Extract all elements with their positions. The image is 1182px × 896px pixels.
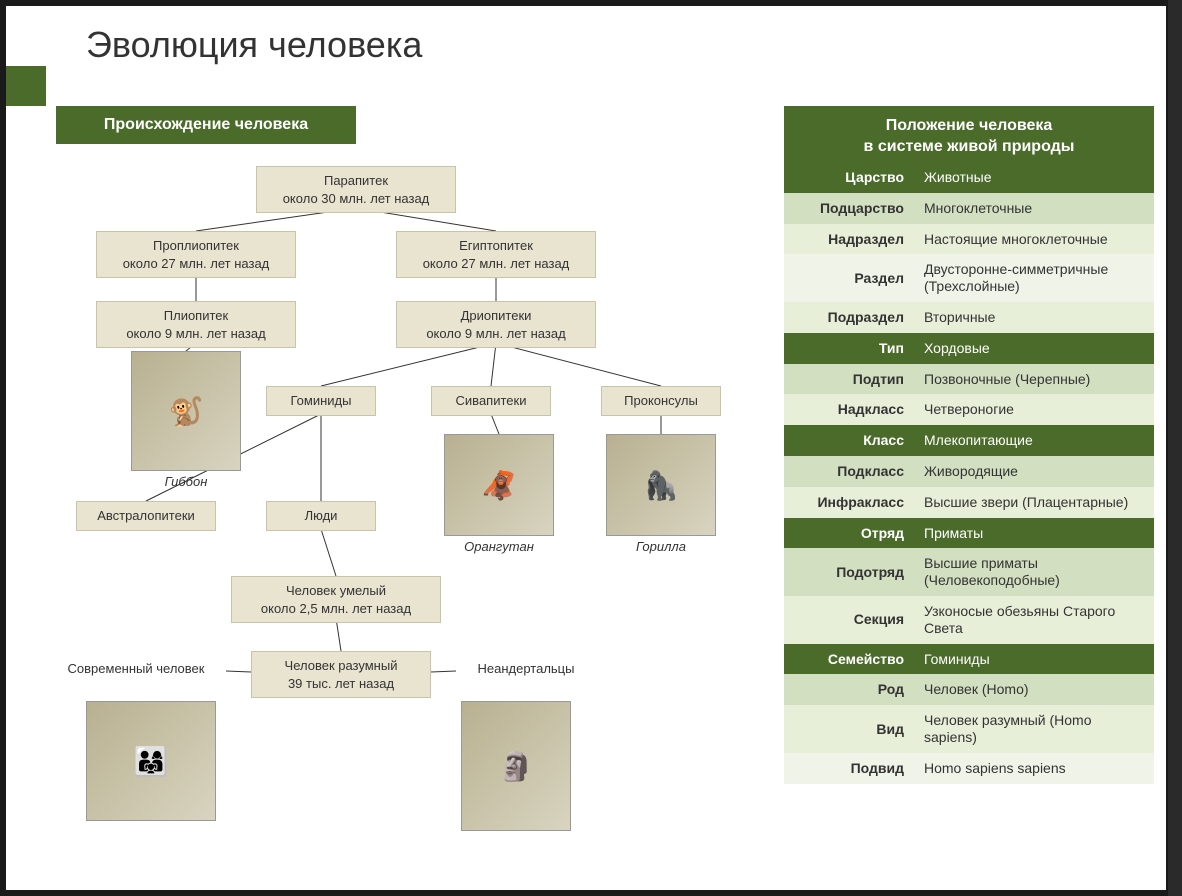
section-header-taxonomy: Положение человекав системе живой природ…: [784, 106, 1154, 168]
tree-node-hominid: Гоминиды: [266, 386, 376, 416]
table-row: ПодтипПозвоночные (Черепные): [784, 364, 1154, 395]
tree-node-egipto: Египтопитекоколо 27 млн. лет назад: [396, 231, 596, 278]
evolution-tree: Парапитекоколо 30 млн. лет назад Проплиоп…: [36, 156, 766, 876]
accent-square: [6, 66, 46, 106]
taxonomy-value: Homo sapiens sapiens: [914, 753, 1154, 784]
tree-image-gorilla: 🦍: [606, 434, 716, 536]
table-row: ВидЧеловек разумный (Homo sapiens): [784, 705, 1154, 753]
taxonomy-value: Позвоночные (Черепные): [914, 364, 1154, 395]
tree-node-habilis: Человек умелыйоколо 2,5 млн. лет назад: [231, 576, 441, 623]
taxonomy-rank: Надраздел: [784, 224, 914, 255]
taxonomy-value: Высшие приматы (Человекоподобные): [914, 548, 1154, 596]
table-row: СекцияУзконосые обезьяны Старого Света: [784, 596, 1154, 644]
table-row: КлассМлекопитающие: [784, 425, 1154, 456]
taxonomy-value: Приматы: [914, 518, 1154, 549]
table-row: ПодразделВторичные: [784, 302, 1154, 333]
tree-node-prokon: Проконсулы: [601, 386, 721, 416]
taxonomy-table: ЦарствоЖивотныеПодцарствоМногоклеточныеН…: [784, 162, 1154, 784]
page-title: Эволюция человека: [86, 24, 422, 66]
slide: Эволюция человека Происхождение человека…: [6, 6, 1166, 890]
table-row: РазделДвусторонне-симметричные (Трехслой…: [784, 254, 1154, 302]
taxonomy-rank: Подтип: [784, 364, 914, 395]
taxonomy-rank: Семейство: [784, 644, 914, 675]
taxonomy-value: Животные: [914, 162, 1154, 193]
taxonomy-value: Узконосые обезьяны Старого Света: [914, 596, 1154, 644]
tree-node-parapitek: Парапитекоколо 30 млн. лет назад: [256, 166, 456, 213]
taxonomy-value: Гоминиды: [914, 644, 1154, 675]
taxonomy-value: Настоящие многоклеточные: [914, 224, 1154, 255]
table-row: ТипХордовые: [784, 333, 1154, 364]
tree-node-siva: Сивапитеки: [431, 386, 551, 416]
taxonomy-value: Двусторонне-симметричные (Трехслойные): [914, 254, 1154, 302]
taxonomy-rank: Класс: [784, 425, 914, 456]
taxonomy-value: Человек разумный (Homo sapiens): [914, 705, 1154, 753]
tree-image-orang: 🦧: [444, 434, 554, 536]
tree-node-drio: Дриопитекиоколо 9 млн. лет назад: [396, 301, 596, 348]
tree-caption-gorilla: Горилла: [606, 539, 716, 554]
table-row: РодЧеловек (Homo): [784, 674, 1154, 705]
taxonomy-rank: Вид: [784, 705, 914, 753]
tree-node-neand: Неандертальцы: [456, 661, 596, 676]
tree-image-family: 👨‍👩‍👧: [86, 701, 216, 821]
tree-caption-gibbon: Гиббон: [131, 474, 241, 489]
tree-node-austral: Австралопитеки: [76, 501, 216, 531]
taxonomy-value: Высшие звери (Плацентарные): [914, 487, 1154, 518]
scrollbar-track[interactable]: [1168, 0, 1182, 896]
taxonomy-rank: Подвид: [784, 753, 914, 784]
table-row: НадразделНастоящие многоклеточные: [784, 224, 1154, 255]
tree-image-bust: 🗿: [461, 701, 571, 831]
taxonomy-rank: Тип: [784, 333, 914, 364]
tree-image-gibbon: 🐒: [131, 351, 241, 471]
taxonomy-rank: Надкласс: [784, 394, 914, 425]
taxonomy-value: Живородящие: [914, 456, 1154, 487]
taxonomy-rank: Отряд: [784, 518, 914, 549]
taxonomy-rank: Подкласс: [784, 456, 914, 487]
table-row: ЦарствоЖивотные: [784, 162, 1154, 193]
taxonomy-rank: Секция: [784, 596, 914, 644]
taxonomy-value: Вторичные: [914, 302, 1154, 333]
taxonomy-rank: Раздел: [784, 254, 914, 302]
taxonomy-rank: Подцарство: [784, 193, 914, 224]
taxonomy-rank: Подотряд: [784, 548, 914, 596]
taxonomy-value: Многоклеточные: [914, 193, 1154, 224]
taxonomy-value: Млекопитающие: [914, 425, 1154, 456]
tree-node-plio: Плиопитекоколо 9 млн. лет назад: [96, 301, 296, 348]
table-row: ПодцарствоМногоклеточные: [784, 193, 1154, 224]
tree-node-proplio: Проплиопитекоколо 27 млн. лет назад: [96, 231, 296, 278]
table-row: ОтрядПриматы: [784, 518, 1154, 549]
tree-caption-orang: Орангутан: [444, 539, 554, 554]
tree-node-sapiens: Человек разумный39 тыс. лет назад: [251, 651, 431, 698]
taxonomy-value: Человек (Homo): [914, 674, 1154, 705]
section-header-origin: Происхождение человека: [56, 106, 356, 144]
table-row: СемействоГоминиды: [784, 644, 1154, 675]
table-row: ПодклассЖивородящие: [784, 456, 1154, 487]
tree-node-people: Люди: [266, 501, 376, 531]
taxonomy-rank: Инфракласс: [784, 487, 914, 518]
table-row: ПодвидHomo sapiens sapiens: [784, 753, 1154, 784]
table-row: ПодотрядВысшие приматы (Человекоподобные…: [784, 548, 1154, 596]
taxonomy-value: Четвероногие: [914, 394, 1154, 425]
taxonomy-rank: Подраздел: [784, 302, 914, 333]
table-row: ИнфраклассВысшие звери (Плацентарные): [784, 487, 1154, 518]
taxonomy-rank: Род: [784, 674, 914, 705]
table-row: НадклассЧетвероногие: [784, 394, 1154, 425]
tree-node-modern: Современный человек: [46, 661, 226, 676]
taxonomy-value: Хордовые: [914, 333, 1154, 364]
taxonomy-rank: Царство: [784, 162, 914, 193]
